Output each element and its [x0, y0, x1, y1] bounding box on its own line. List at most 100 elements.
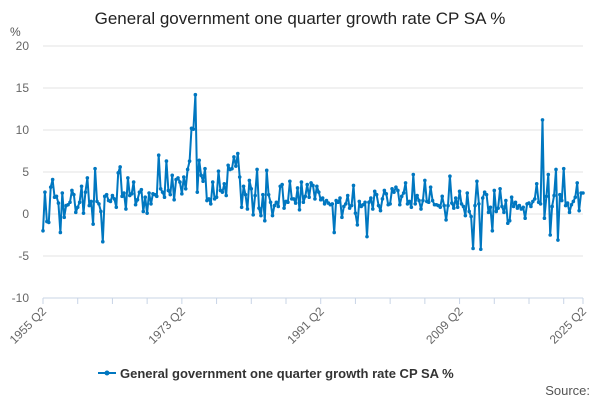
data-point	[486, 210, 491, 215]
data-point	[463, 213, 468, 218]
data-point	[87, 203, 92, 208]
data-point	[122, 191, 126, 195]
data-point	[544, 194, 549, 199]
data-point	[100, 239, 105, 244]
data-point	[374, 192, 379, 197]
data-point	[548, 233, 553, 237]
data-point	[203, 166, 207, 171]
data-point	[343, 202, 348, 206]
data-point	[262, 218, 267, 223]
data-point	[492, 188, 497, 193]
data-point	[490, 229, 495, 233]
data-point	[409, 205, 414, 210]
data-point	[257, 206, 261, 210]
data-point	[390, 187, 394, 191]
data-point	[509, 195, 514, 199]
data-point	[129, 192, 134, 196]
x-tick-label: 2009 Q2	[423, 304, 466, 347]
y-tick-label: -5	[18, 249, 29, 263]
data-point	[73, 210, 78, 215]
data-point	[450, 201, 454, 205]
data-point	[288, 179, 292, 184]
data-point	[168, 192, 173, 197]
data-point	[180, 192, 184, 196]
data-point	[428, 185, 433, 189]
data-point	[372, 189, 377, 194]
data-point	[309, 181, 313, 185]
data-point	[315, 184, 319, 189]
data-point	[488, 205, 493, 210]
data-point	[515, 206, 520, 210]
data-point	[280, 182, 284, 187]
data-point	[405, 202, 410, 206]
data-point	[208, 202, 213, 206]
data-point	[411, 172, 416, 177]
data-point	[303, 194, 308, 199]
data-point	[340, 215, 344, 220]
data-point	[178, 180, 182, 184]
legend[interactable]: General government one quarter growth ra…	[98, 366, 454, 381]
data-point	[558, 192, 562, 197]
data-point	[199, 173, 203, 178]
data-point	[504, 198, 508, 203]
data-point	[137, 190, 142, 194]
data-point	[264, 168, 269, 173]
data-point	[126, 176, 130, 180]
gridlines	[43, 45, 583, 299]
data-point	[378, 208, 383, 213]
data-point	[62, 215, 67, 220]
data-point	[247, 178, 252, 183]
data-point	[423, 178, 427, 183]
data-point	[482, 190, 487, 194]
data-point	[392, 190, 396, 194]
data-point	[355, 223, 360, 227]
data-point	[118, 165, 122, 169]
data-point	[517, 203, 522, 208]
data-point	[357, 199, 362, 204]
data-point	[145, 211, 149, 215]
data-point	[403, 181, 408, 185]
data-point	[232, 155, 236, 159]
data-point	[282, 206, 286, 210]
data-point	[75, 205, 80, 210]
data-point	[191, 127, 196, 131]
data-point	[313, 197, 317, 201]
data-point	[396, 188, 400, 193]
data-point	[43, 190, 47, 194]
data-point	[154, 194, 159, 199]
data-point	[531, 199, 535, 204]
data-point	[66, 202, 70, 207]
data-point	[187, 159, 192, 163]
data-point	[546, 172, 551, 177]
data-point	[401, 191, 406, 195]
data-point	[419, 207, 423, 211]
data-point	[532, 197, 537, 201]
data-point	[494, 209, 499, 214]
data-point	[293, 201, 298, 205]
data-point	[455, 205, 460, 210]
data-point	[305, 182, 310, 187]
y-axis-ticks: -10 -5 0 5 10 15 20	[12, 39, 30, 305]
data-point	[226, 163, 230, 168]
data-point	[70, 188, 74, 193]
data-point	[72, 192, 76, 197]
data-point	[149, 202, 153, 206]
data-point	[540, 118, 545, 122]
data-point	[382, 188, 387, 193]
y-tick-label: 5	[22, 165, 29, 179]
data-point	[41, 229, 45, 233]
data-point	[453, 196, 458, 200]
data-point	[478, 247, 483, 252]
data-point	[81, 211, 86, 215]
data-point	[316, 190, 321, 194]
data-point	[60, 191, 65, 195]
data-point	[349, 203, 354, 208]
data-point	[222, 181, 227, 186]
data-point	[255, 167, 259, 172]
data-point	[529, 204, 533, 209]
data-point	[183, 187, 188, 191]
y-tick-label: 0	[22, 207, 29, 221]
data-point	[324, 198, 329, 203]
